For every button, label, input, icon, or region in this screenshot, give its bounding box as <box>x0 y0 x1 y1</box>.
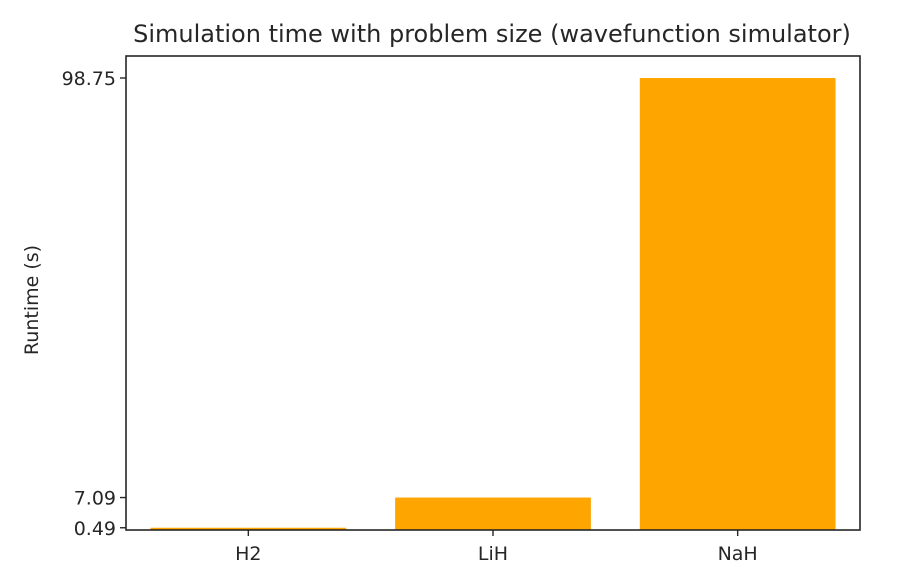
y-ticks-group: 0.49 7.09 98.75 <box>62 68 126 540</box>
bar-h2 <box>150 527 347 530</box>
y-tick-label: 98.75 <box>62 68 116 90</box>
y-tick-label: 7.09 <box>74 488 116 510</box>
x-tick-label: H2 <box>235 543 261 565</box>
bar-lih <box>395 497 591 530</box>
y-tick-label: 0.49 <box>74 518 116 540</box>
plot-frame <box>125 55 861 531</box>
x-tick-label: NaH <box>718 543 758 565</box>
bar-nah <box>639 78 836 530</box>
x-ticks-group: H2 LiH NaH <box>235 530 758 565</box>
chart-title: Simulation time with problem size (wavef… <box>133 20 851 48</box>
y-axis-label: Runtime (s) <box>21 245 43 355</box>
bars-group <box>150 78 836 530</box>
x-tick-label: LiH <box>478 543 508 565</box>
